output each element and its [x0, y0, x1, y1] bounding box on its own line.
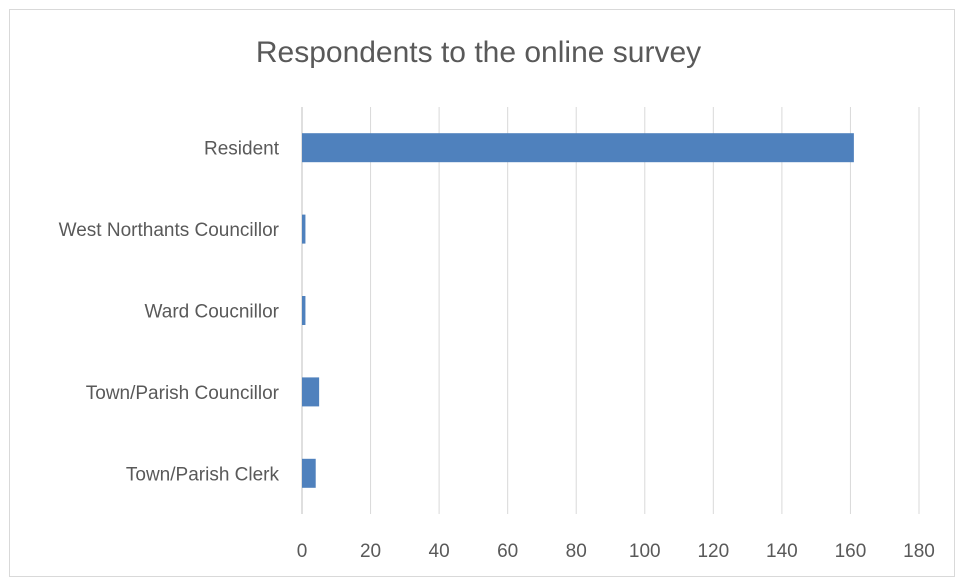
bar-ward-coucnillor: [302, 296, 306, 325]
x-tick-label-140: 140: [766, 541, 798, 562]
bar-town-parish-councillor: [302, 377, 320, 407]
bar-west-northants-councillor: [302, 214, 306, 244]
category-label-resident: Resident: [204, 139, 280, 160]
x-tick-label-20: 20: [360, 541, 381, 562]
x-tick-label-180: 180: [903, 541, 935, 562]
chart-title: Respondents to the online survey: [255, 36, 702, 69]
x-tick-label-40: 40: [429, 541, 450, 562]
x-tick-label-60: 60: [497, 541, 518, 562]
x-tick-label-80: 80: [566, 541, 587, 562]
category-label-ward-coucnillor: Ward Coucnillor: [145, 302, 280, 323]
category-label-town-parish-councillor: Town/Parish Councillor: [86, 383, 280, 404]
bar-town-parish-clerk: [302, 458, 316, 488]
bar-resident: [302, 133, 854, 163]
x-tick-label-120: 120: [697, 541, 729, 562]
chart-frame: [9, 9, 955, 577]
category-label-town-parish-clerk: Town/Parish Clerk: [126, 464, 280, 485]
category-label-west-northants-councillor: West Northants Councillor: [59, 220, 280, 241]
x-tick-label-100: 100: [629, 541, 661, 562]
x-tick-label-0: 0: [297, 541, 308, 562]
x-tick-label-160: 160: [835, 541, 867, 562]
